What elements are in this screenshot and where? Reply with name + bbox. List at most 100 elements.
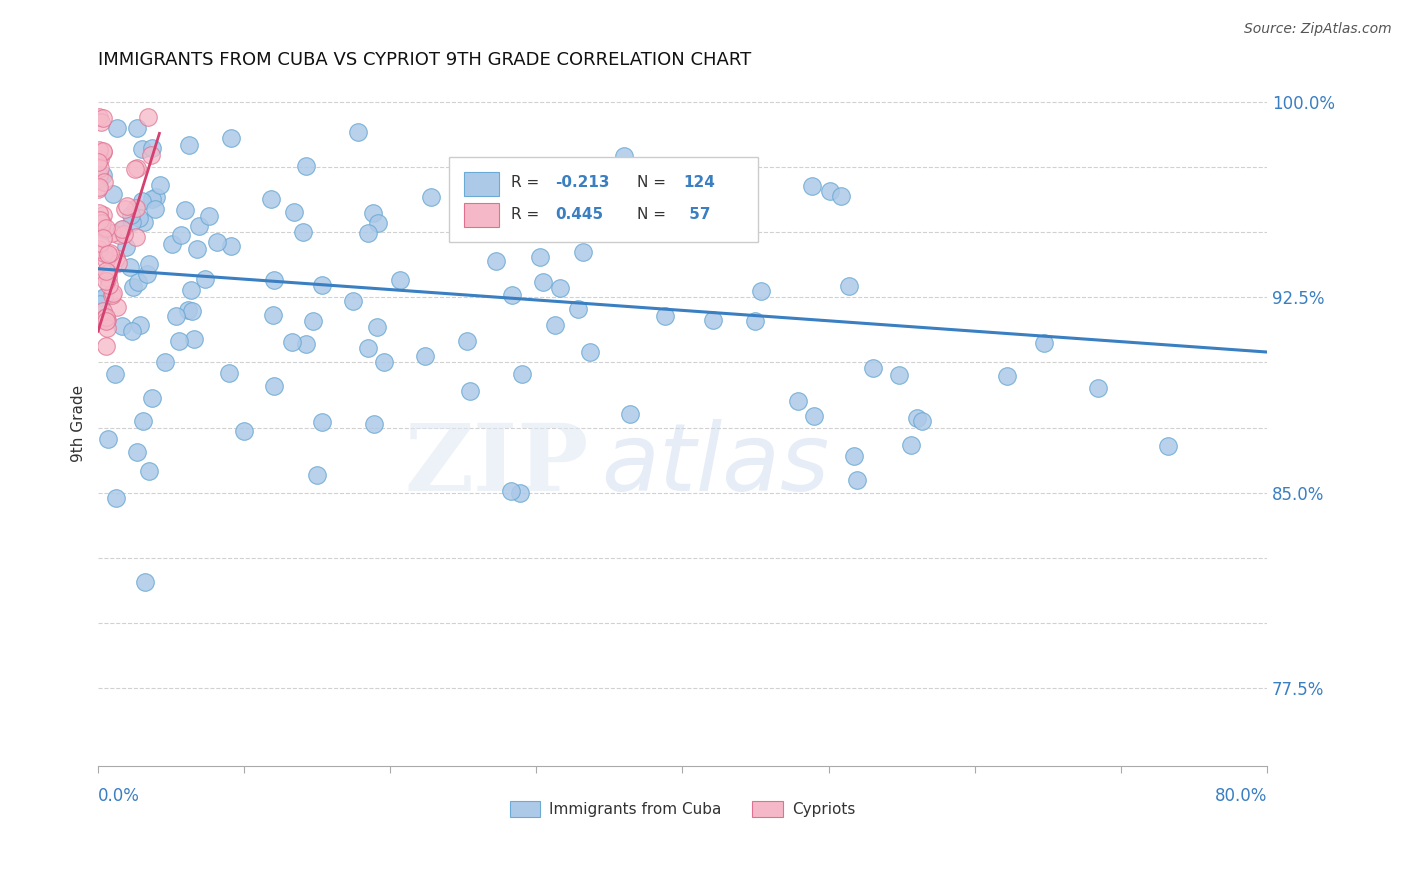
Point — [91, 144, 114, 158]
Point — [997, 368, 1019, 383]
Point — [132, 414, 155, 428]
Point — [744, 314, 766, 328]
Point — [800, 179, 823, 194]
Point — [366, 319, 388, 334]
Point — [702, 313, 724, 327]
Point — [97, 432, 120, 446]
Point — [205, 235, 228, 250]
Point — [89, 144, 111, 158]
Point — [574, 207, 596, 221]
Point — [105, 121, 128, 136]
Point — [93, 175, 115, 189]
Point — [413, 349, 436, 363]
Point — [141, 192, 163, 206]
Legend: Immigrants from Cuba, Cypriots: Immigrants from Cuba, Cypriots — [503, 795, 862, 823]
Point — [120, 208, 142, 222]
Point — [177, 138, 200, 153]
Point — [107, 227, 129, 242]
Text: R =: R = — [510, 175, 544, 190]
Point — [911, 414, 934, 428]
Point — [136, 110, 159, 124]
Point — [94, 264, 117, 278]
FancyBboxPatch shape — [464, 203, 499, 227]
Point — [509, 485, 531, 500]
Point — [89, 161, 111, 176]
Point — [197, 209, 219, 223]
Point — [138, 465, 160, 479]
Point — [97, 278, 120, 293]
Point — [97, 266, 120, 280]
Point — [1033, 336, 1056, 351]
Point — [104, 252, 127, 266]
Point — [1087, 380, 1109, 394]
Point — [127, 121, 149, 136]
Point — [188, 219, 211, 233]
Point — [134, 215, 156, 229]
FancyBboxPatch shape — [449, 157, 758, 243]
Point — [501, 288, 523, 302]
Point — [129, 318, 152, 332]
Point — [94, 314, 117, 328]
Point — [110, 224, 132, 238]
Point — [165, 309, 187, 323]
Text: 80.0%: 80.0% — [1215, 787, 1267, 805]
Point — [101, 288, 124, 302]
Point — [91, 111, 114, 125]
Point — [787, 394, 810, 409]
Point — [170, 227, 193, 242]
Point — [143, 202, 166, 216]
Point — [101, 187, 124, 202]
Point — [295, 160, 318, 174]
Point — [389, 273, 412, 287]
Point — [96, 253, 118, 268]
Point — [456, 334, 478, 348]
Point — [803, 409, 825, 423]
Point — [87, 154, 110, 169]
Point — [124, 161, 146, 176]
Point — [111, 222, 134, 236]
Point — [89, 242, 111, 256]
Point — [104, 491, 127, 505]
Point — [94, 310, 117, 325]
Point — [97, 246, 120, 260]
Point — [125, 201, 148, 215]
Point — [104, 368, 127, 382]
Point — [181, 303, 204, 318]
Point — [111, 222, 134, 236]
Point — [134, 574, 156, 589]
Point — [122, 279, 145, 293]
Point — [548, 281, 571, 295]
FancyBboxPatch shape — [464, 171, 499, 195]
Point — [100, 227, 122, 241]
Point — [830, 188, 852, 202]
Point — [219, 130, 242, 145]
Point — [613, 148, 636, 162]
Point — [91, 168, 114, 182]
Point — [90, 216, 112, 230]
Point — [510, 368, 533, 382]
Point — [105, 300, 128, 314]
Text: 124: 124 — [683, 175, 716, 190]
Point — [291, 225, 314, 239]
Point — [93, 289, 115, 303]
Point — [90, 115, 112, 129]
Point — [307, 467, 329, 482]
Point — [232, 424, 254, 438]
Point — [93, 292, 115, 306]
Text: atlas: atlas — [600, 419, 830, 510]
Point — [302, 314, 325, 328]
Point — [136, 267, 159, 281]
Point — [845, 473, 868, 487]
Point — [818, 185, 841, 199]
Point — [167, 334, 190, 349]
Text: N =: N = — [637, 175, 671, 190]
Point — [263, 273, 285, 287]
Text: ZIP: ZIP — [405, 419, 589, 509]
Point — [93, 304, 115, 318]
Point — [905, 411, 928, 425]
Point — [94, 339, 117, 353]
Point — [177, 302, 200, 317]
Point — [260, 192, 283, 206]
Text: Source: ZipAtlas.com: Source: ZipAtlas.com — [1244, 22, 1392, 37]
Point — [571, 244, 593, 259]
